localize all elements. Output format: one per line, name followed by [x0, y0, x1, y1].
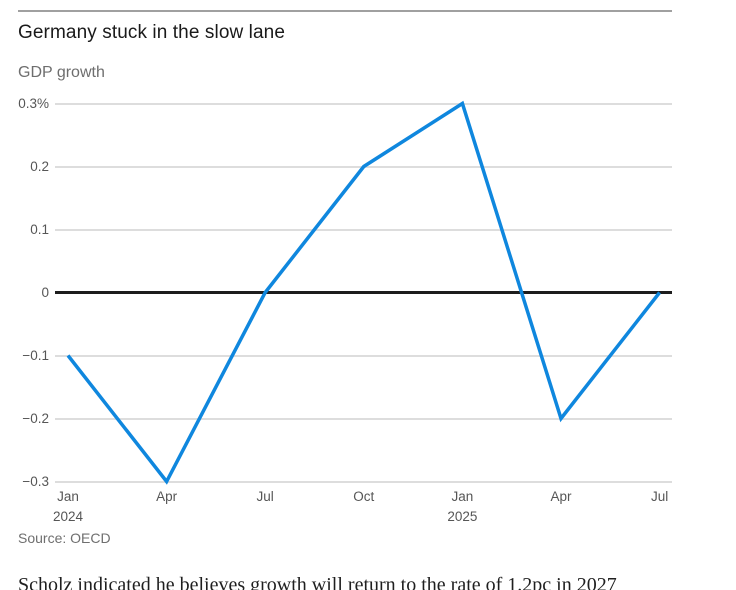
gridline — [55, 228, 672, 231]
source-note: Source: OECD — [18, 530, 111, 546]
y-axis-tick-label: 0 — [41, 284, 49, 300]
gridline — [55, 417, 672, 420]
x-axis-tick-label: Jul — [256, 489, 274, 504]
chart-subtitle: GDP growth — [18, 64, 105, 81]
y-axis-tick-label: 0.2 — [30, 158, 49, 174]
gridline — [55, 354, 672, 357]
y-axis-tick-label: −0.2 — [22, 410, 49, 426]
x-axis-tick-label: Jan 2025 — [447, 489, 478, 524]
x-axis-tick-label: Jan 2024 — [52, 489, 84, 524]
x-axis-tick-label: Jul — [650, 489, 669, 504]
clipped-paragraph: Scholz indicated he believes growth will… — [18, 574, 617, 590]
y-axis-tick-label: −0.3 — [22, 473, 49, 489]
x-axis-tick-label: Apr — [156, 489, 178, 504]
y-axis-tick-label: 0.3% — [18, 95, 49, 111]
top-divider — [18, 10, 672, 12]
x-axis-tick-label: Apr — [550, 489, 572, 504]
gridline — [55, 480, 672, 483]
zero-baseline — [55, 291, 672, 294]
chart-title: Germany stuck in the slow lane — [18, 22, 286, 43]
gridline — [55, 102, 672, 105]
x-axis-tick-label: Oct — [353, 489, 375, 504]
y-axis-tick-label: −0.1 — [22, 347, 49, 363]
y-axis-tick-label: 0.1 — [30, 221, 49, 237]
